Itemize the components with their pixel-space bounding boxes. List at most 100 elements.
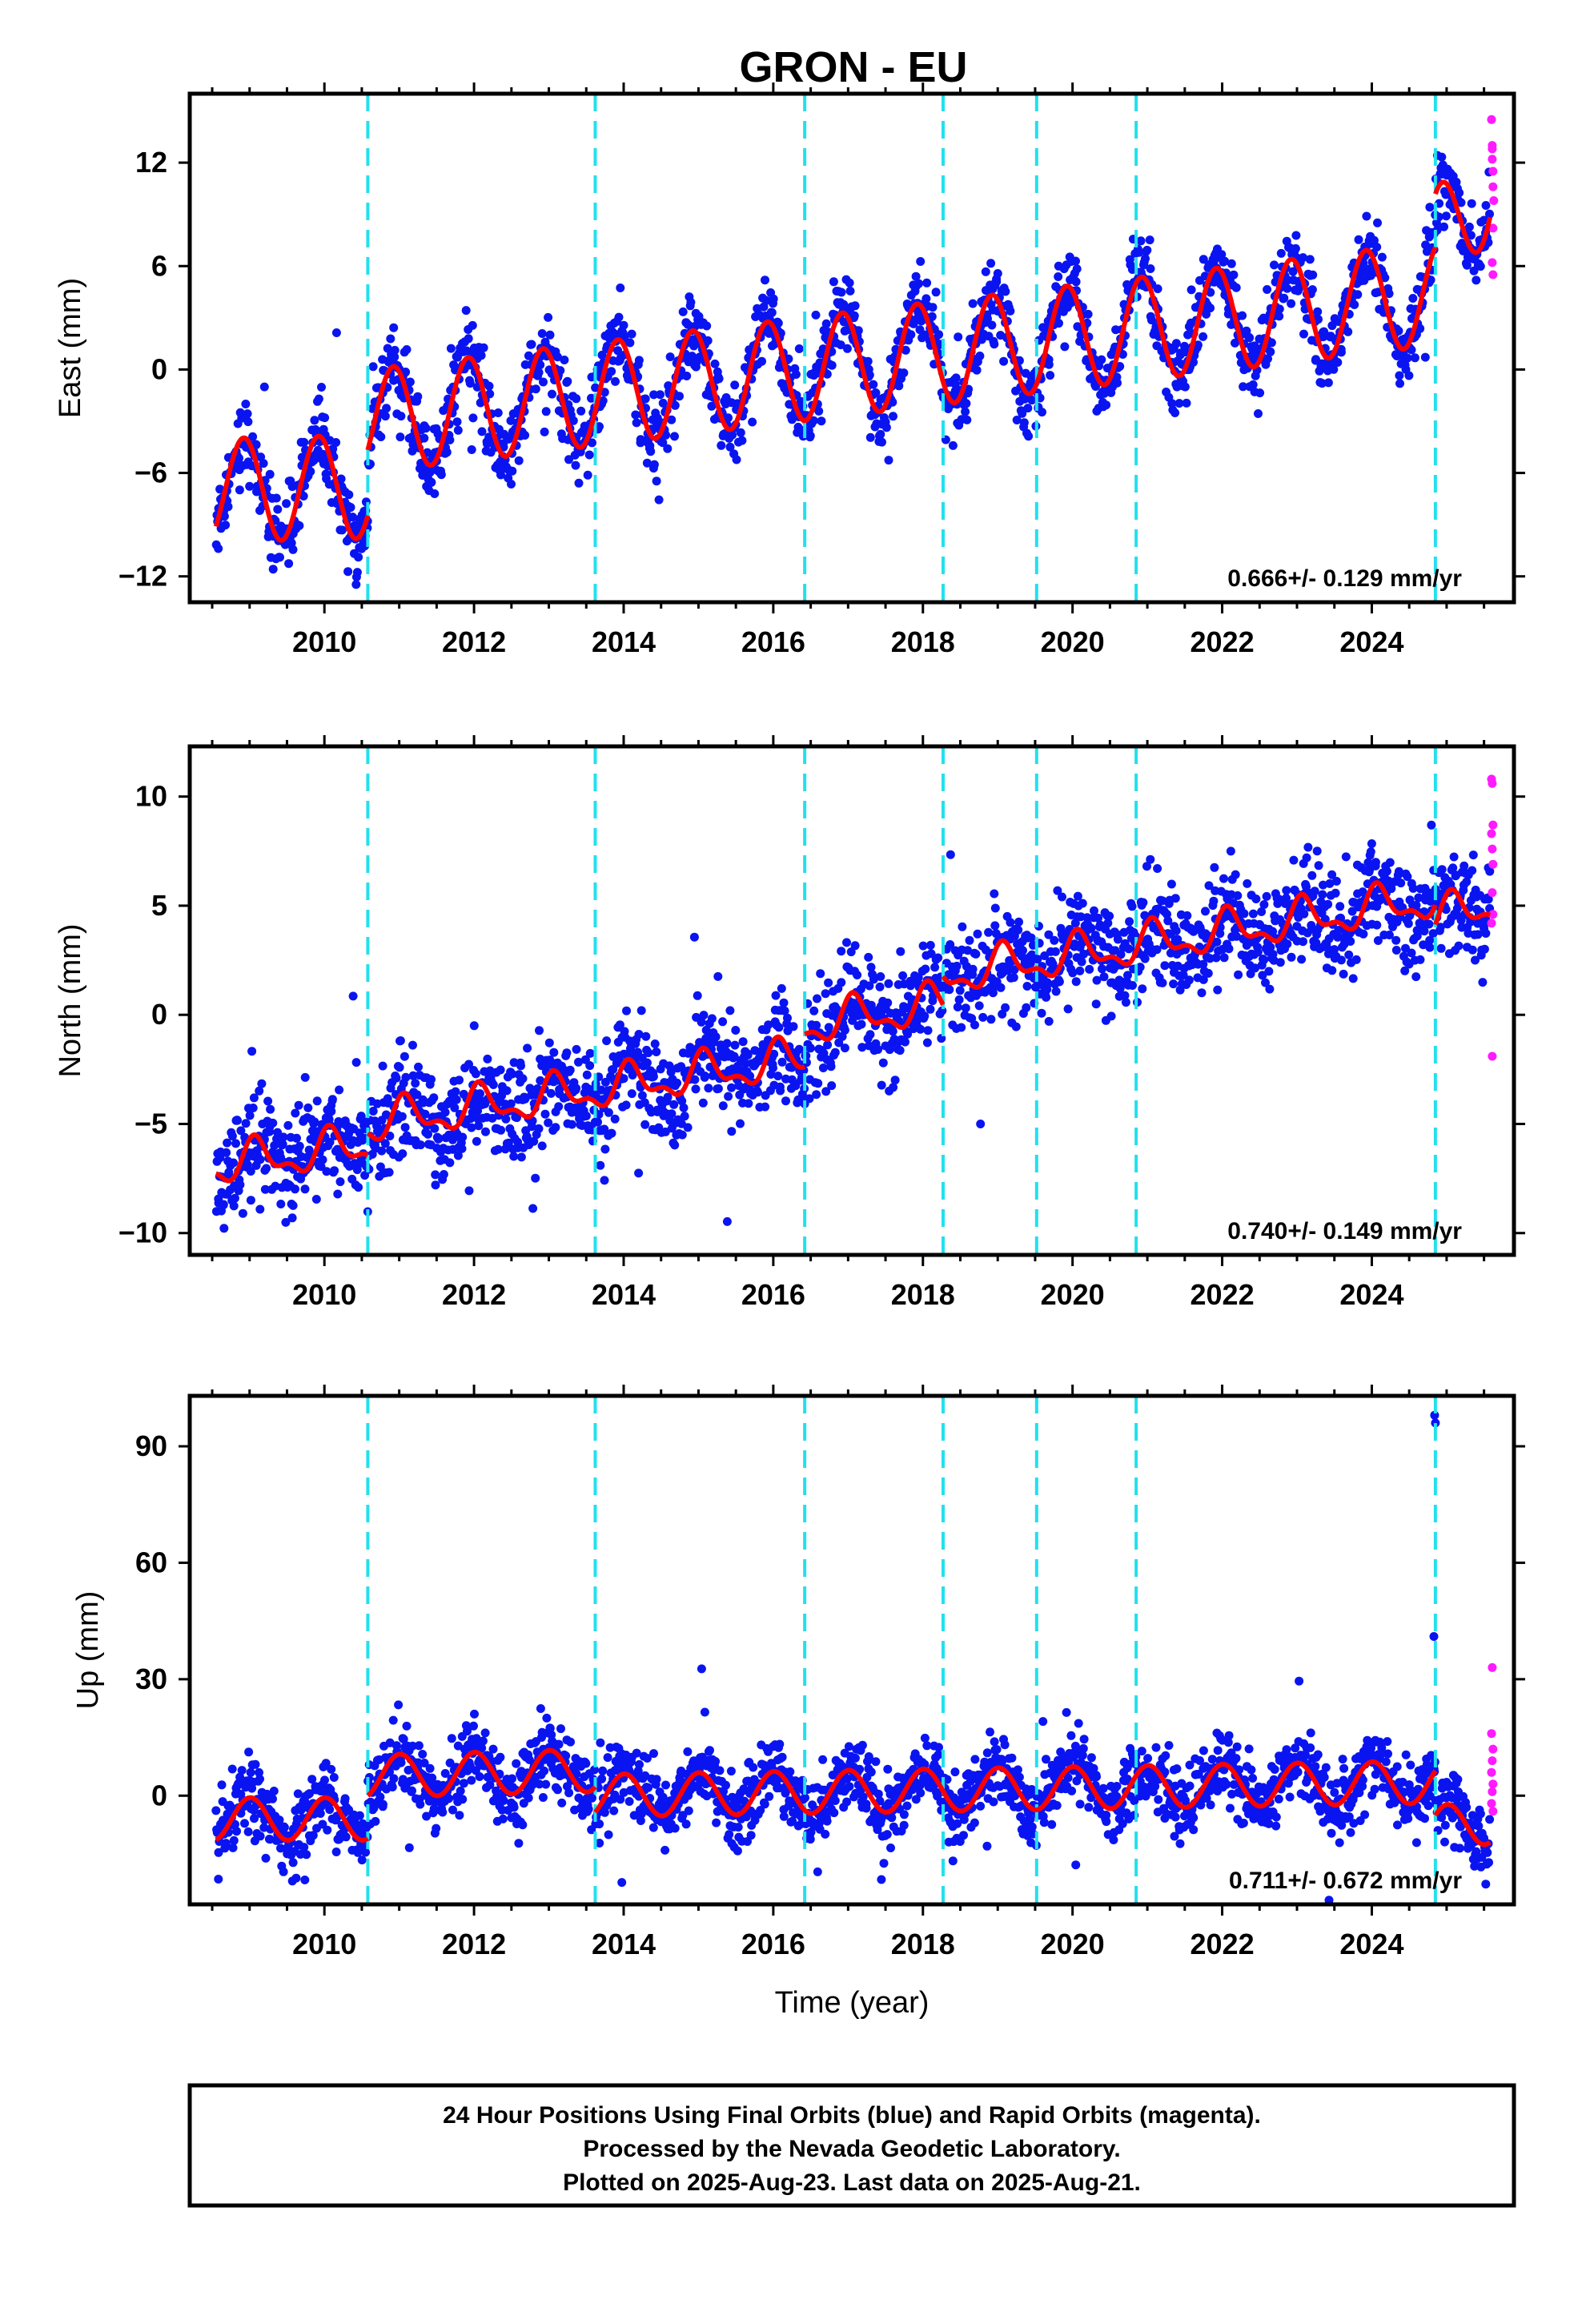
data-point xyxy=(572,1084,581,1093)
data-point xyxy=(368,1107,378,1116)
data-point xyxy=(236,1126,246,1136)
data-point xyxy=(663,444,673,453)
data-point xyxy=(219,1224,229,1233)
data-point xyxy=(243,1827,253,1836)
data-point xyxy=(1044,1016,1054,1026)
data-point xyxy=(1118,350,1127,359)
data-point xyxy=(223,502,233,512)
data-point xyxy=(279,1132,288,1142)
data-point xyxy=(1268,927,1278,936)
data-point xyxy=(551,1123,560,1132)
data-point xyxy=(464,334,473,344)
data-point xyxy=(877,1080,886,1090)
data-point xyxy=(842,938,851,947)
data-point xyxy=(816,969,825,979)
data-point xyxy=(1274,895,1283,904)
data-point xyxy=(1288,267,1298,276)
data-point xyxy=(1033,955,1042,964)
data-point xyxy=(1253,947,1263,957)
data-point xyxy=(1436,943,1446,953)
data-point xyxy=(1012,416,1022,424)
data-point xyxy=(451,1087,460,1096)
data-point xyxy=(531,1173,540,1183)
data-point xyxy=(873,1045,883,1054)
data-point xyxy=(1472,275,1481,285)
data-point xyxy=(616,1795,625,1804)
data-point xyxy=(320,1775,329,1785)
data-point xyxy=(263,1096,273,1106)
data-point xyxy=(627,329,636,339)
x-tick-label: 2014 xyxy=(592,625,656,658)
data-point xyxy=(268,1794,277,1803)
data-point xyxy=(1404,371,1414,380)
data-point xyxy=(538,1793,548,1802)
data-point xyxy=(1372,243,1382,251)
data-point xyxy=(951,373,961,383)
data-point xyxy=(1481,929,1491,938)
data-point xyxy=(954,995,964,1004)
data-point xyxy=(962,399,971,408)
data-point xyxy=(1396,879,1406,888)
data-point xyxy=(743,1051,753,1059)
data-point xyxy=(595,1839,604,1848)
data-point xyxy=(552,352,562,362)
data-point xyxy=(1085,964,1094,974)
data-point xyxy=(794,1044,804,1054)
data-point xyxy=(585,1048,595,1058)
data-point xyxy=(894,381,904,391)
data-point xyxy=(895,1046,905,1055)
data-point xyxy=(581,1759,591,1768)
x-tick-label: 2024 xyxy=(1339,1278,1403,1311)
data-point xyxy=(600,1077,610,1087)
data-point xyxy=(811,310,821,320)
data-point xyxy=(1163,916,1173,926)
data-point xyxy=(1346,937,1355,946)
data-point xyxy=(481,1127,490,1136)
data-point xyxy=(520,431,530,440)
data-point xyxy=(1478,978,1488,987)
data-point xyxy=(779,998,789,1007)
data-point xyxy=(229,1201,239,1211)
data-point xyxy=(378,1799,387,1809)
data-point xyxy=(450,1103,460,1112)
data-point xyxy=(554,1739,564,1749)
x-tick-label: 2012 xyxy=(442,1278,506,1311)
data-point xyxy=(821,1087,831,1096)
data-point xyxy=(1488,844,1497,854)
data-point xyxy=(453,425,463,435)
data-point xyxy=(1488,182,1498,191)
data-point xyxy=(536,1704,545,1713)
data-point xyxy=(259,459,268,468)
data-point xyxy=(464,1059,473,1069)
data-point xyxy=(640,394,650,404)
data-point xyxy=(418,468,428,477)
data-point xyxy=(609,1806,619,1815)
data-point xyxy=(574,1057,583,1067)
data-point xyxy=(920,1011,930,1021)
data-point xyxy=(869,380,878,389)
data-point xyxy=(889,412,897,421)
y-tick-label: −5 xyxy=(135,1107,167,1140)
data-point xyxy=(661,430,671,440)
data-point xyxy=(465,379,475,388)
data-point xyxy=(1313,307,1323,316)
data-point xyxy=(1317,379,1327,388)
data-point xyxy=(473,1106,483,1116)
data-point xyxy=(243,417,253,427)
data-point xyxy=(496,1752,505,1762)
data-point xyxy=(920,330,930,340)
data-point xyxy=(1299,329,1308,339)
data-point xyxy=(1251,963,1260,973)
data-point xyxy=(1042,992,1051,1002)
data-point xyxy=(849,311,859,320)
data-point xyxy=(230,1193,239,1203)
data-point xyxy=(691,1084,701,1094)
data-point xyxy=(496,1065,505,1075)
data-point xyxy=(934,953,943,963)
data-point xyxy=(725,442,735,452)
data-point xyxy=(1189,927,1199,936)
data-point xyxy=(693,991,702,1000)
data-point xyxy=(896,947,905,956)
data-point xyxy=(707,1014,717,1023)
velocity-annotation: 0.740+/- 0.149 mm/yr xyxy=(1227,1218,1462,1244)
